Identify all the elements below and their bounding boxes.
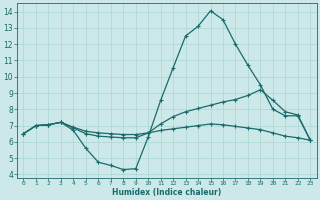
X-axis label: Humidex (Indice chaleur): Humidex (Indice chaleur) bbox=[112, 188, 221, 197]
